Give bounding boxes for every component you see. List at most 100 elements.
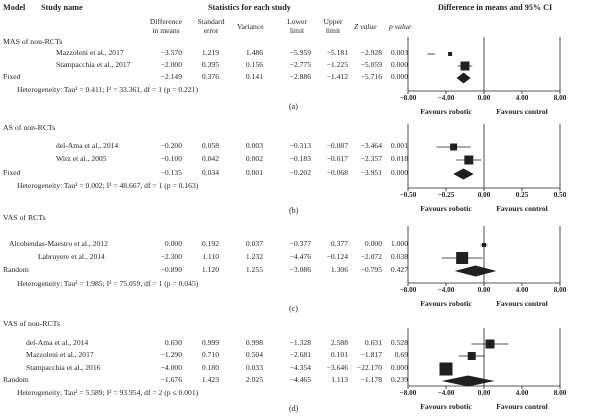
stat-z: 0.000: [364, 239, 382, 248]
x-tick-label: 0.25: [516, 191, 529, 199]
header-diff-line-1: Difference: [149, 17, 183, 26]
stat-lower: −0.183: [289, 154, 311, 163]
x-tick-label: −8.00: [400, 94, 417, 102]
stat-var: 1.486: [245, 48, 263, 57]
effect-marker: [439, 362, 453, 376]
stat-var: 0.003: [245, 141, 263, 150]
stat-z: −3.464: [360, 141, 382, 150]
x-tick-label: −0.25: [438, 191, 455, 199]
pooled-model-label: Fixed: [3, 72, 21, 81]
stat-p: 0.000: [390, 60, 408, 69]
pooled-model-label: Random: [3, 375, 29, 384]
study-name: Wirz et al., 2005: [56, 154, 107, 163]
stat-upper: 0.377: [330, 239, 348, 248]
header-diff-line-2: in means: [152, 25, 180, 35]
x-tick-label: −8.00: [400, 389, 417, 397]
stat-upper: −3.646: [326, 363, 348, 372]
header-se-line-1: Standard: [197, 17, 225, 26]
stat-lower: −2.681: [289, 350, 311, 359]
panel-caption: (c): [289, 304, 298, 313]
x-tick-label: −4.00: [438, 286, 455, 294]
stat-diff: −1.676: [160, 375, 182, 384]
stat-p: 0.239: [390, 375, 408, 384]
stat-p: 0.69: [394, 350, 408, 359]
stat-p: 0.000: [390, 72, 408, 81]
stat-p: 0.018: [390, 154, 408, 163]
x-tick-label: 4.00: [516, 94, 529, 102]
stat-p: 0.000: [390, 168, 408, 177]
stat-z: −5.059: [360, 60, 382, 69]
stat-z: −2.928: [360, 48, 382, 57]
study-name: Mazzoleni et al., 2017: [56, 48, 124, 57]
stat-z: −3.951: [360, 168, 382, 177]
stat-upper: −0.017: [326, 154, 348, 163]
study-name: Alcobendas-Maestro et al., 2012: [9, 239, 108, 248]
x-tick-label: −8.00: [400, 286, 417, 294]
effect-marker: [464, 155, 474, 165]
panel-d-title: VAS of non-RCTs: [3, 319, 60, 328]
stat-diff: −0.135: [160, 168, 182, 177]
header-se-line-2: error: [203, 25, 219, 35]
x-tick-label: 0.00: [478, 94, 491, 102]
stat-diff: −3.570: [160, 48, 182, 57]
stat-p: 0.001: [390, 141, 408, 150]
stat-se: 0.058: [201, 141, 219, 150]
header-standard-error: Standard error: [192, 18, 230, 34]
header-z-value: Z value: [354, 22, 377, 31]
stat-var: 0.141: [245, 72, 263, 81]
stat-se: 0.034: [201, 168, 219, 177]
study-name: Labruyere et al., 2014: [38, 252, 105, 261]
stat-lower: −3.086: [289, 265, 311, 274]
stat-upper: −1.412: [326, 72, 348, 81]
header-variance: Variance: [237, 22, 264, 31]
header-upper-limit: Upper limit: [318, 18, 348, 34]
header-lower-line-1: Lower: [287, 17, 307, 26]
stat-var: 0.033: [245, 363, 263, 372]
stat-diff: −2.300: [160, 252, 182, 261]
stat-upper: −5.181: [326, 48, 348, 57]
stat-diff: −0.100: [160, 154, 182, 163]
stat-se: 1.110: [202, 252, 219, 261]
stat-se: 0.042: [201, 154, 219, 163]
stat-se: 0.999: [201, 338, 219, 347]
stat-p: 0.000: [390, 363, 408, 372]
stat-var: 2.025: [245, 375, 263, 384]
stat-lower: −0.377: [289, 239, 311, 248]
stat-se: 0.180: [201, 363, 219, 372]
x-tick-label: 8.00: [554, 389, 567, 397]
stat-var: 0.037: [245, 239, 263, 248]
x-tick-label: −4.00: [438, 389, 455, 397]
header-forest-plot: Difference in means and 95% CI: [438, 3, 553, 12]
effect-marker: [485, 339, 495, 349]
stat-lower: −4.354: [289, 363, 311, 372]
pooled-diamond: [454, 265, 497, 277]
stat-diff: −4.000: [160, 363, 182, 372]
favours-control-label: Favours control: [496, 107, 548, 116]
effect-marker: [467, 352, 476, 360]
stat-diff: −1.290: [160, 350, 182, 359]
panel-caption: (a): [289, 102, 298, 111]
effect-marker: [482, 243, 486, 247]
stat-lower: −0.313: [289, 141, 311, 150]
stat-lower: −2.775: [289, 60, 311, 69]
stat-upper: 2.588: [330, 338, 348, 347]
x-tick-label: −0.50: [400, 191, 417, 199]
study-name: Mazzoleni et al., 2017: [26, 350, 94, 359]
stat-se: 1.219: [201, 48, 219, 57]
favours-robotic-label: Favours robotic: [420, 204, 472, 213]
heterogeneity-text: Heterogeneity: Tau² = 0.002; I² = 48.667…: [17, 181, 199, 190]
stat-var: 0.998: [245, 338, 263, 347]
stat-p: 0.427: [390, 265, 408, 274]
stat-diff: 0.000: [164, 239, 182, 248]
stat-var: 0.001: [245, 168, 263, 177]
stat-upper: 0.101: [330, 350, 348, 359]
stat-se: 1.120: [201, 265, 219, 274]
stat-z: 0.631: [364, 338, 382, 347]
header-statistics: Statistics for each study: [208, 3, 291, 12]
stat-lower: −1.328: [289, 338, 311, 347]
stat-z: −5.716: [360, 72, 382, 81]
stat-z: −1.817: [360, 350, 382, 359]
study-name: del-Ama et al., 2014: [56, 141, 119, 150]
header-lower-limit: Lower limit: [282, 18, 312, 34]
effect-marker: [460, 61, 470, 71]
